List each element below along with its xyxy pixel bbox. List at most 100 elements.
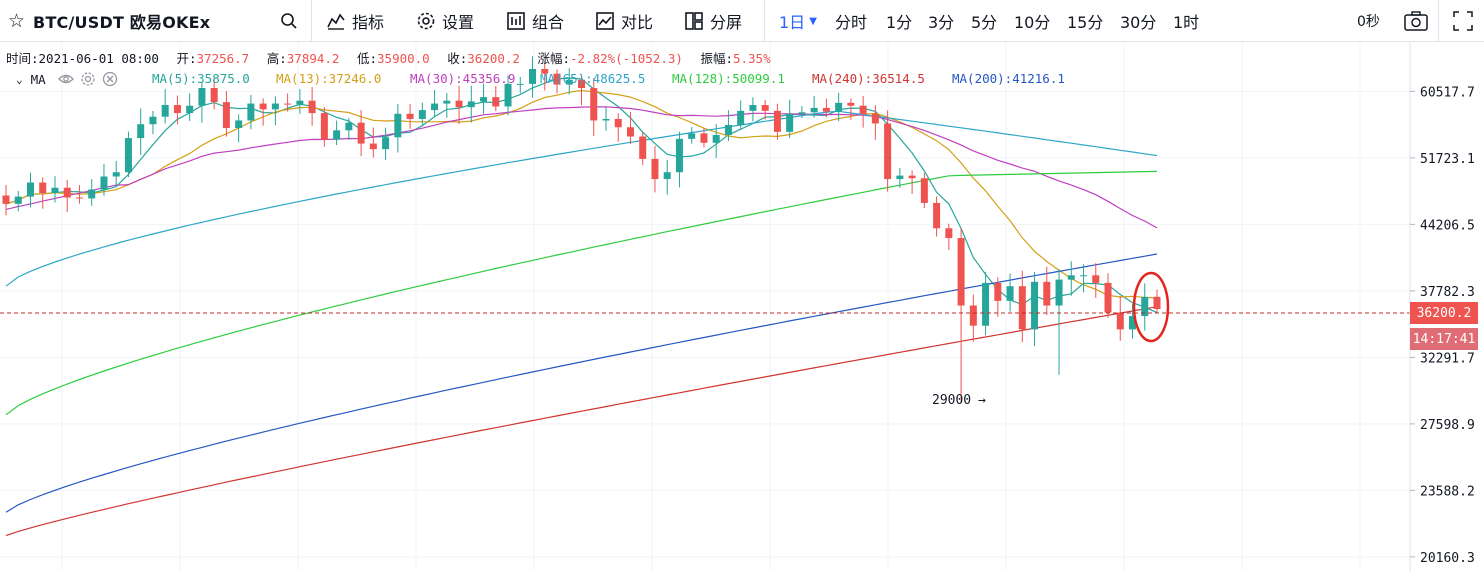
interval-5m[interactable]: 5分 [971,13,998,32]
candle-body [369,143,377,150]
candle-body [1018,286,1026,330]
last-price-tag: 36200.2 [1410,302,1478,324]
candle-body [810,107,818,113]
candle-body [431,103,439,111]
candle-body [847,102,855,106]
candle-body [492,97,500,107]
combine-label: 组合 [532,13,565,32]
candle-body [455,100,463,108]
settings-small-icon[interactable] [80,71,96,87]
candle-body [480,97,488,102]
candlestick-chart[interactable]: 60517.7 51723.1 44206.5 37782.3 32291.7 27598… [0,42,1484,571]
candle-body [112,172,120,177]
search-button[interactable] [280,0,298,42]
ma200-line [5,253,1158,513]
candle-body [982,282,990,326]
candle-body [516,83,524,85]
candle-body [737,110,745,125]
candle-body [908,175,916,179]
candle-body [14,196,22,204]
candle-body [798,112,806,114]
price-tick-label: 20160.3 [1420,551,1475,566]
interval-15m[interactable]: 15分 [1067,13,1104,32]
candle-body [541,69,549,74]
star-icon[interactable]: ☆ [8,10,26,32]
compare-icon [596,12,614,30]
candle-body [124,138,132,173]
combine-button[interactable]: 组合 [506,0,564,42]
candle-body [614,118,622,128]
candle-body [284,103,292,105]
interval-30m[interactable]: 30分 [1120,13,1157,32]
interval-1m[interactable]: 1分 [886,13,913,32]
interval-1d[interactable]: 1日 ▼ [779,13,817,32]
candle-body [504,83,512,107]
candle-body [761,105,769,111]
interval-1h[interactable]: 1时 [1173,13,1200,32]
ma13-value: MA(13):37246.0 [276,71,382,86]
settings-label: 设置 [442,13,475,32]
candle-body [871,113,879,124]
candle-body [333,130,341,140]
compare-button[interactable]: 对比 [595,0,653,42]
candle-body [896,175,904,180]
low-marker-label: 29000 [932,393,971,408]
symbol-selector[interactable]: ☆ BTC/USDT 欧易OKEx [8,0,210,42]
camera-icon [1404,11,1428,31]
candle-body [565,79,573,85]
split-screen-button[interactable]: 分屏 [684,0,742,42]
candle-body [1055,279,1063,306]
grid [0,42,1410,571]
candle-body [773,110,781,132]
low-value: 35900.0 [377,51,430,66]
close-icon[interactable] [102,71,118,87]
candles [2,56,1161,403]
candle-body [467,101,475,108]
candle-body [969,305,977,326]
candle-body [320,113,328,140]
candle-body [590,88,598,121]
candle-body [88,189,96,199]
amplitude-value: 5.35% [732,51,771,66]
ma30-line [5,106,1158,229]
candle-body [1141,296,1149,317]
toolbar-divider [1438,0,1439,42]
price-tick-label: 27598.9 [1420,418,1475,433]
candle-body [749,105,757,111]
screenshot-button[interactable] [1404,0,1428,42]
price-tick-label: 23588.2 [1420,484,1475,499]
candle-body [296,100,304,105]
eye-icon[interactable] [57,71,74,87]
interval-3m[interactable]: 3分 [928,13,955,32]
candle-body [663,172,671,180]
chevron-down-icon: ▼ [809,15,817,27]
candle-body [100,176,108,190]
candle-body [1153,296,1161,309]
settings-button[interactable]: 设置 [416,0,474,42]
candle-body [259,103,267,110]
candle-body [1031,281,1039,330]
candle-body [639,136,647,159]
ma128-line [5,170,1158,416]
candle-body [835,102,843,112]
indicators-button[interactable]: 指标 [326,0,384,42]
interval-timeshare[interactable]: 分时 [835,13,868,32]
candle-body [26,182,34,197]
candle-body [63,187,71,198]
ma128-value: MA(128):50099.1 [672,71,785,86]
candle-body [345,122,353,131]
collapse-caret-icon[interactable]: ⌄ [16,72,23,86]
candle-body [382,137,390,150]
candle-body [308,100,316,114]
interval-10m[interactable]: 10分 [1014,13,1051,32]
candle-body [1067,275,1075,280]
fullscreen-button[interactable] [1453,0,1473,42]
search-icon [281,13,297,29]
ma30-value: MA(30):45356.9 [410,71,516,86]
bar-time: 2021-06-01 08:00 [38,51,159,66]
candle-body [957,238,965,306]
layout-icon [507,12,525,30]
candle-body [1006,286,1014,301]
ma240-value: MA(240):36514.5 [812,71,925,86]
candle-body [994,282,1002,301]
